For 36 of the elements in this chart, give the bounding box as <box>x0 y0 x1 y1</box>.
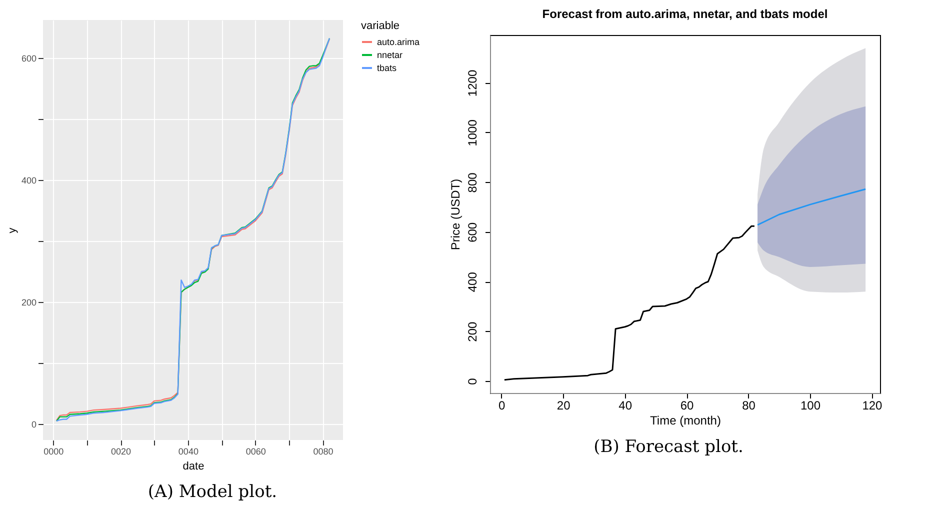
line-series <box>756 188 866 226</box>
x-axis-title: Time (month) <box>650 414 721 428</box>
legend-label: nnetar <box>377 50 403 60</box>
text: (A) Model plot. <box>148 482 278 502</box>
y-tick-label: 200 <box>466 322 480 342</box>
x-tick-label: 120 <box>862 398 883 412</box>
y-tick-label: 1000 <box>466 119 480 146</box>
y-axis-title: Price (USDT) <box>448 178 462 250</box>
chart-title: Forecast from auto.arima, nnetar, and tbats model <box>542 7 828 21</box>
x-tick-label: 0040 <box>178 446 198 456</box>
line-series <box>504 225 756 381</box>
y-tick-label: 400 <box>21 175 36 186</box>
legend-title: variable <box>361 20 400 32</box>
y-tick-label: 600 <box>466 222 480 242</box>
y-axis-title: y <box>6 227 18 234</box>
x-tick-label: 0060 <box>246 446 266 456</box>
x-tick-label: 40 <box>618 398 632 412</box>
x-axis-title: date <box>182 460 204 472</box>
y-tick-label: 800 <box>466 172 480 193</box>
x-tick-label: 60 <box>680 398 694 412</box>
y-tick-label: 400 <box>466 272 480 292</box>
x-tick-label: 0 <box>498 398 506 412</box>
x-tick-label: 0080 <box>313 446 334 456</box>
y-tick-label: 0 <box>31 420 36 430</box>
x-tick-label: 0000 <box>44 446 64 456</box>
y-tick-label: 600 <box>21 53 36 64</box>
x-tick-label: 100 <box>800 398 821 412</box>
y-tick-label: 1200 <box>466 70 480 97</box>
x-tick-label: 0020 <box>111 446 132 456</box>
y-tick-label: 0 <box>466 378 480 385</box>
y-tick-label: 200 <box>21 298 36 308</box>
legend-label: auto.arima <box>377 37 420 47</box>
x-tick-label: 80 <box>742 398 756 412</box>
x-tick-label: 20 <box>556 398 571 412</box>
legend-label: tbats <box>377 63 398 73</box>
text: (B) Forecast plot. <box>594 437 744 457</box>
